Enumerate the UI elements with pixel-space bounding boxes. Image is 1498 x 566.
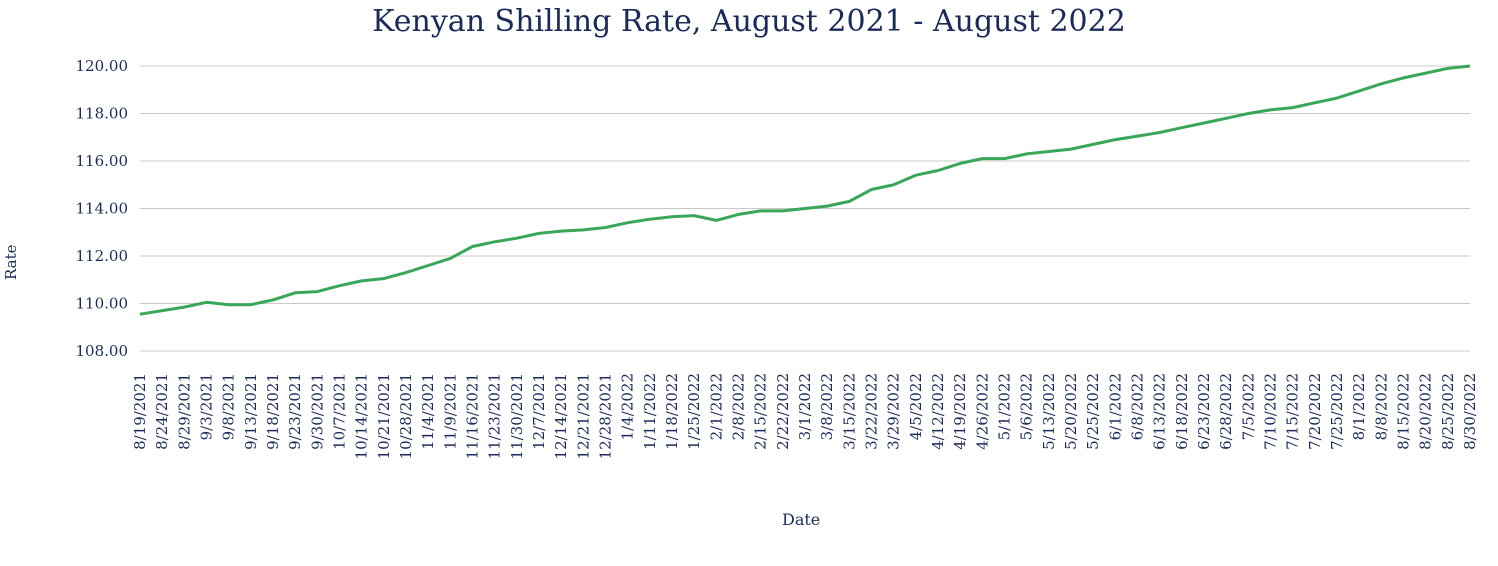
x-tick-label: 7/20/2022 bbox=[1306, 373, 1324, 450]
x-axis-label: Date bbox=[782, 510, 821, 529]
x-tick-label: 11/9/2021 bbox=[441, 373, 459, 450]
x-tick-label: 4/12/2022 bbox=[929, 373, 947, 450]
x-tick-label: 6/18/2022 bbox=[1173, 373, 1191, 450]
x-tick-label: 8/30/2022 bbox=[1461, 373, 1479, 450]
x-tick-label: 3/15/2022 bbox=[840, 373, 858, 450]
y-tick-label: 118.00 bbox=[76, 105, 129, 123]
x-tick-label: 8/25/2022 bbox=[1439, 373, 1457, 450]
y-tick-label: 116.00 bbox=[76, 152, 129, 170]
x-tick-label: 6/28/2022 bbox=[1217, 373, 1235, 450]
x-tick-label: 2/22/2022 bbox=[774, 373, 792, 450]
x-tick-label: 10/21/2021 bbox=[375, 373, 393, 459]
x-tick-label: 6/8/2022 bbox=[1129, 373, 1147, 440]
x-tick-label: 5/20/2022 bbox=[1062, 373, 1080, 450]
y-tick-label: 120.00 bbox=[76, 57, 129, 75]
x-tick-label: 9/8/2021 bbox=[220, 373, 238, 440]
x-tick-label: 11/4/2021 bbox=[419, 373, 437, 450]
x-tick-label: 5/13/2022 bbox=[1040, 373, 1058, 450]
x-tick-label: 8/8/2022 bbox=[1372, 373, 1390, 440]
x-tick-label: 10/7/2021 bbox=[331, 373, 349, 450]
x-tick-label: 6/1/2022 bbox=[1106, 373, 1124, 440]
x-tick-label: 9/3/2021 bbox=[198, 373, 216, 440]
y-tick-label: 110.00 bbox=[76, 295, 129, 313]
x-tick-label: 4/19/2022 bbox=[951, 373, 969, 450]
x-tick-label: 1/11/2022 bbox=[641, 373, 659, 450]
x-tick-label: 4/5/2022 bbox=[907, 373, 925, 440]
x-tick-label: 10/14/2021 bbox=[353, 373, 371, 459]
x-tick-label: 11/23/2021 bbox=[486, 373, 504, 459]
x-tick-label: 12/21/2021 bbox=[574, 373, 592, 459]
y-tick-label: 108.00 bbox=[76, 342, 129, 360]
x-tick-label: 1/18/2022 bbox=[663, 373, 681, 450]
x-tick-label: 5/25/2022 bbox=[1084, 373, 1102, 450]
y-axis-label: Rate bbox=[2, 244, 20, 281]
x-tick-label: 2/15/2022 bbox=[752, 373, 770, 450]
x-tick-label: 6/13/2022 bbox=[1151, 373, 1169, 450]
y-tick-label: 112.00 bbox=[76, 247, 129, 265]
x-tick-label: 2/8/2022 bbox=[730, 373, 748, 440]
x-tick-label: 8/24/2021 bbox=[153, 373, 171, 450]
chart-title: Kenyan Shilling Rate, August 2021 - Augu… bbox=[372, 4, 1126, 39]
x-tick-label: 10/28/2021 bbox=[397, 373, 415, 459]
x-tick-label: 2/1/2022 bbox=[707, 373, 725, 440]
x-tick-label: 4/26/2022 bbox=[973, 373, 991, 450]
series-line bbox=[139, 64, 1471, 316]
x-tick-label: 11/30/2021 bbox=[508, 373, 526, 459]
x-tick-label: 3/1/2022 bbox=[796, 373, 814, 440]
x-tick-label: 8/29/2021 bbox=[175, 373, 193, 450]
series-layer bbox=[139, 64, 1471, 316]
x-tick-label: 7/5/2022 bbox=[1239, 373, 1257, 440]
x-tick-label: 12/28/2021 bbox=[597, 373, 615, 459]
x-tick-label: 3/22/2022 bbox=[863, 373, 881, 450]
x-tick-label: 5/1/2022 bbox=[996, 373, 1014, 440]
x-tick-label: 3/29/2022 bbox=[885, 373, 903, 450]
x-tick-label: 9/23/2021 bbox=[286, 373, 304, 450]
x-tick-label: 1/25/2022 bbox=[685, 373, 703, 450]
x-tick-label: 8/1/2022 bbox=[1350, 373, 1368, 440]
x-tick-label: 12/14/2021 bbox=[552, 373, 570, 459]
x-tick-label: 8/20/2022 bbox=[1417, 373, 1435, 450]
x-tick-label: 8/15/2022 bbox=[1395, 373, 1413, 450]
x-tick-label: 9/13/2021 bbox=[242, 373, 260, 450]
x-tick-label: 3/8/2022 bbox=[818, 373, 836, 440]
x-tick-label: 5/6/2022 bbox=[1018, 373, 1036, 440]
x-tick-label: 9/18/2021 bbox=[264, 373, 282, 450]
x-tick-label: 8/19/2021 bbox=[131, 373, 149, 450]
x-tick-label: 1/4/2022 bbox=[619, 373, 637, 440]
x-tick-label: 9/30/2021 bbox=[308, 373, 326, 450]
y-axis-ticks: 108.00 110.00 112.00 114.00 116.00 118.00 120.… bbox=[76, 57, 129, 360]
x-tick-label: 7/25/2022 bbox=[1328, 373, 1346, 450]
x-tick-label: 6/23/2022 bbox=[1195, 373, 1213, 450]
x-tick-label: 7/15/2022 bbox=[1284, 373, 1302, 450]
x-tick-label: 12/7/2021 bbox=[530, 373, 548, 450]
y-tick-label: 114.00 bbox=[76, 200, 129, 218]
x-tick-label: 7/10/2022 bbox=[1262, 373, 1280, 450]
x-axis-ticks: 8/19/2021 8/24/2021 8/29/2021 9/3/2021 9/8/2… bbox=[131, 373, 1479, 459]
x-tick-label: 11/16/2021 bbox=[464, 373, 482, 459]
